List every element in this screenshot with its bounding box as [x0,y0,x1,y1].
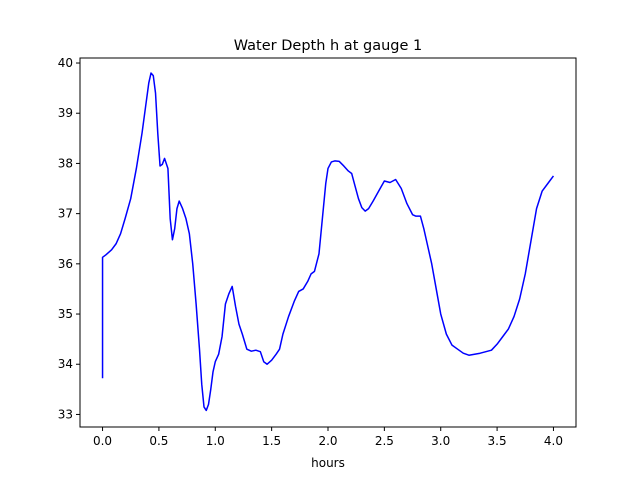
x-tick-label: 2.0 [318,434,337,448]
x-tick-label: 1.0 [206,434,225,448]
y-tick-label: 40 [58,56,73,70]
y-tick-label: 36 [58,257,73,271]
x-axis: 0.0 0.5 1.0 1.5 2.0 2.5 3.0 3.5 4.0 [93,427,563,448]
x-tick-label: 4.0 [544,434,563,448]
chart-title: Water Depth h at gauge 1 [234,38,422,54]
x-tick-label: 0.0 [93,434,112,448]
y-tick-label: 35 [58,307,73,321]
x-tick-label: 2.5 [375,434,394,448]
x-tick-label: 3.0 [431,434,450,448]
x-axis-label: hours [311,456,345,470]
x-tick-label: 0.5 [149,434,168,448]
y-tick-label: 37 [58,207,73,221]
y-tick-label: 33 [58,407,73,421]
y-tick-label: 34 [58,357,73,371]
y-tick-label: 39 [58,106,73,120]
x-tick-label: 1.5 [262,434,281,448]
series-line [101,72,555,412]
y-axis: 33 34 35 36 37 38 39 40 [58,56,80,421]
x-tick-label: 3.5 [488,434,507,448]
y-tick-label: 38 [58,156,73,170]
